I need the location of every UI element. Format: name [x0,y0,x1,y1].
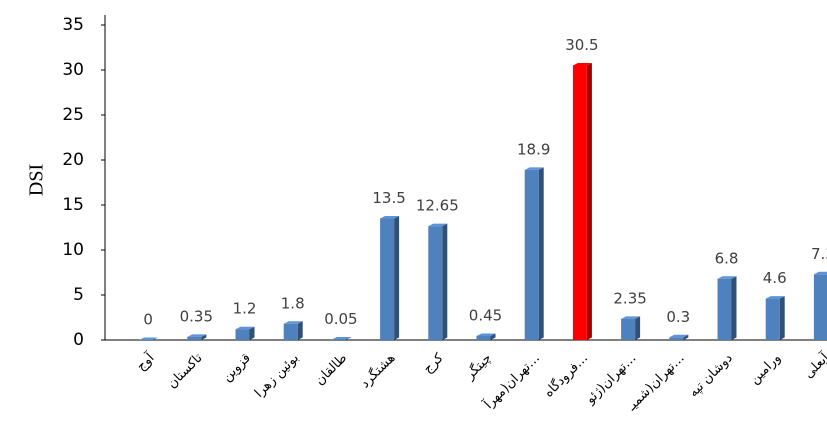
x-tick-label: تاکستان [165,350,206,391]
y-tick-label: 25 [62,105,84,125]
value-label: 0.05 [324,310,357,328]
bar [766,299,780,340]
bar [477,336,491,340]
bar [814,274,827,340]
y-axis-label: DSI [26,164,48,196]
x-tick-label: قزوین [220,351,254,385]
bar [284,324,298,340]
bar [669,337,683,340]
x-tick-label: آبعلی [800,348,827,381]
x-tick-label: بوئین زهرا [252,351,302,401]
y-tick-label: 20 [62,150,84,170]
value-label: 13.5 [372,189,405,207]
x-tick-label: طالقان [312,351,350,389]
bar-side [539,167,544,340]
x-tick-label: ورامین [747,351,784,388]
bar-side [394,216,399,340]
value-label: 0 [143,311,153,329]
bar [236,329,250,340]
y-tick-label: 5 [73,285,84,305]
value-label: 6.8 [715,249,739,267]
value-label: 12.65 [416,197,459,215]
bar-top [814,272,827,275]
value-label: 1.8 [281,294,305,312]
value-label: 0.35 [180,307,213,325]
value-label: 0.45 [469,306,502,324]
x-tick-label: کرج [421,350,448,377]
value-label: 4.6 [763,269,787,287]
bar [525,170,539,340]
bar [187,337,201,340]
bar [573,66,587,341]
x-tick-label: آوج [132,348,158,374]
bar-side [635,316,640,340]
x-tick-label: چیتگر [461,350,494,383]
x-tick-label: هشتگرد [357,350,398,391]
bar [380,219,394,341]
y-tick-label: 10 [62,240,84,260]
value-label: 1.2 [233,300,257,318]
bar-side [732,276,737,340]
bar-side [587,63,592,340]
value-label: 7.3 [811,245,827,263]
bar [428,226,442,340]
value-label: 2.35 [613,289,646,307]
x-tick-label: دوشان تپه [686,351,736,401]
bar-side [780,296,785,340]
bar-side [298,321,303,340]
value-label: 0.3 [666,308,690,326]
y-tick-label: 30 [62,60,84,80]
y-tick-label: 0 [73,330,84,350]
bar [718,279,732,340]
y-tick-label: 35 [62,15,84,35]
value-label: 30.5 [565,36,598,54]
value-label: 18.9 [517,140,550,158]
chart: DSI 0 5 10 15 20 25 30 35 آوج 0 تاکستان 0.35 قزوین 1.… [0,0,827,445]
x-tick-label: فرودگاه… [541,350,592,401]
bar-top [332,337,351,340]
bar-side [442,224,447,340]
y-tick-label: 15 [62,195,84,215]
bar [621,319,635,340]
page: DSI 0 5 10 15 20 25 30 35 آوج 0 تاکستان 0.35 قزوین 1.… [0,0,827,445]
